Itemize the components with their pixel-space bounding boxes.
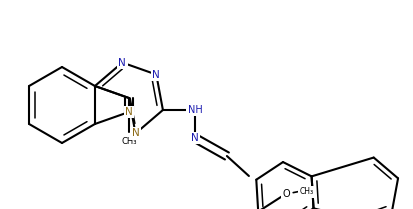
Text: N: N [125,107,133,117]
Text: N: N [131,129,139,138]
Text: CH₃: CH₃ [121,138,136,147]
Text: CH₃: CH₃ [299,187,313,196]
Text: N: N [118,57,126,68]
Text: N: N [190,133,198,143]
Text: NH: NH [187,105,202,115]
Text: N: N [152,70,160,80]
Text: O: O [282,189,290,199]
